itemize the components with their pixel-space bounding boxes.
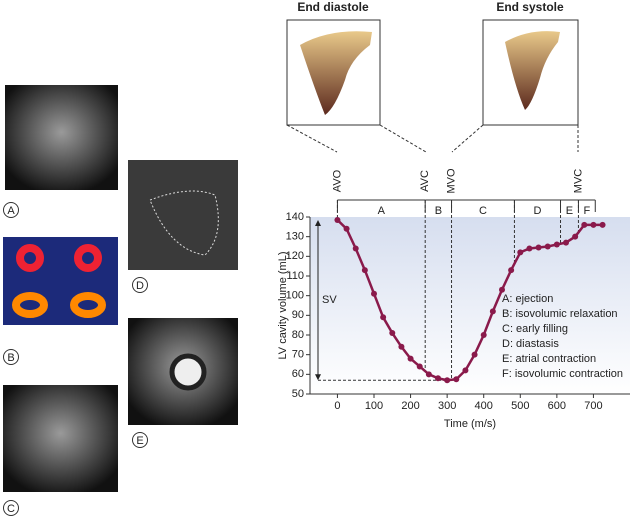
volume-point	[380, 314, 387, 321]
angio-image	[128, 160, 238, 270]
phase-label: F	[583, 205, 590, 217]
volume-point	[398, 343, 405, 350]
x-tick-label: 0	[334, 400, 340, 412]
volume-point	[435, 375, 441, 382]
y-tick-label: 130	[286, 231, 304, 243]
phase-note: E: atrial contraction	[502, 353, 596, 365]
panel-circle	[3, 500, 19, 516]
x-tick-label: 100	[365, 400, 383, 412]
x-tick-label: 400	[475, 400, 493, 412]
volume-point	[416, 363, 423, 370]
event-label: AVC	[419, 170, 431, 192]
panel-label: A	[7, 205, 15, 217]
volume-point	[471, 351, 478, 358]
x-tick-label: 700	[584, 400, 602, 412]
volume-point	[371, 290, 377, 297]
y-tick-label: 50	[292, 388, 304, 400]
volume-point	[526, 245, 533, 252]
volume-point	[544, 243, 551, 250]
volume-point	[499, 286, 505, 293]
y-tick-label: 120	[286, 250, 304, 262]
y-tick-label: 110	[286, 270, 304, 282]
volume-point	[517, 249, 524, 256]
panel-label: C	[7, 503, 15, 515]
angio-contour	[149, 190, 219, 256]
phase-note: C: early filling	[502, 323, 568, 335]
perfusion-rings	[12, 244, 106, 318]
volume-point	[389, 330, 396, 337]
chart: End diastole End systole 50 60 70 80 90 100 110 1…	[277, 0, 630, 430]
header: End diastole	[297, 0, 369, 14]
volume-point	[462, 367, 469, 374]
volume-point	[489, 308, 496, 315]
volume-point	[599, 221, 606, 228]
header: End systole	[496, 0, 564, 14]
y-tick-label: 140	[286, 211, 304, 223]
ct-image	[3, 385, 118, 492]
phase-label: B	[435, 205, 442, 217]
y-tick-label: 90	[292, 309, 304, 321]
volume-point	[572, 233, 579, 240]
panel-label: E	[136, 435, 143, 447]
volume-point	[590, 221, 597, 228]
y-tick-label: 60	[292, 368, 304, 380]
heart-leaders	[286, 124, 579, 153]
phase-label: D	[533, 205, 541, 217]
panel-label: B	[7, 352, 14, 364]
echo-image	[5, 85, 118, 190]
heart-diastole	[300, 31, 372, 115]
heart-systole	[505, 31, 560, 110]
panel-labels: A B C D E	[3, 202, 148, 516]
y-tick-label: 80	[292, 329, 304, 341]
panel-circle	[132, 432, 148, 448]
volume-point	[453, 376, 460, 383]
x-tick-label: 600	[548, 400, 566, 412]
volume-point	[407, 355, 414, 362]
y-axis-title: LV cavity volume (mL)	[277, 252, 289, 360]
volume-point	[553, 241, 560, 248]
volume-point	[425, 371, 432, 378]
phase-label: C	[479, 205, 487, 217]
x-tick-label: 500	[511, 400, 529, 412]
x-tick-label: 200	[401, 400, 419, 412]
volume-point	[444, 377, 451, 384]
sv-label: SV	[322, 294, 337, 306]
volume-point	[352, 245, 359, 252]
volume-point	[581, 221, 588, 228]
x-axis-title: Time (m/s)	[444, 418, 496, 430]
panel-circle	[3, 349, 19, 365]
y-tick-label: 70	[292, 349, 304, 361]
volume-point	[535, 244, 542, 251]
mri-ventricle	[169, 353, 207, 391]
sv-arrowhead	[315, 374, 321, 381]
panel-label: D	[136, 280, 144, 292]
volume-point	[334, 216, 341, 223]
panel-circle	[3, 202, 19, 218]
phase-note: B: isovolumic relaxation	[502, 308, 618, 320]
volume-point	[361, 267, 368, 274]
x-tick-label: 300	[438, 400, 456, 412]
volume-point	[563, 239, 569, 246]
phase-note: A: ejection	[502, 293, 553, 305]
event-label: MVO	[445, 168, 457, 194]
phase-note: F: isovolumic contraction	[502, 368, 623, 380]
phase-label: E	[566, 205, 573, 217]
panel-circle	[132, 277, 148, 293]
volume-point	[343, 225, 350, 232]
event-label: AVO	[331, 169, 343, 192]
y-tick-label: 100	[286, 290, 304, 302]
volume-point	[508, 267, 515, 274]
phase-label: A	[378, 205, 386, 217]
sv-arrowhead	[315, 219, 321, 226]
volume-point	[480, 332, 487, 338]
phase-note: D: diastasis	[502, 338, 559, 350]
event-label: MVC	[573, 169, 585, 194]
